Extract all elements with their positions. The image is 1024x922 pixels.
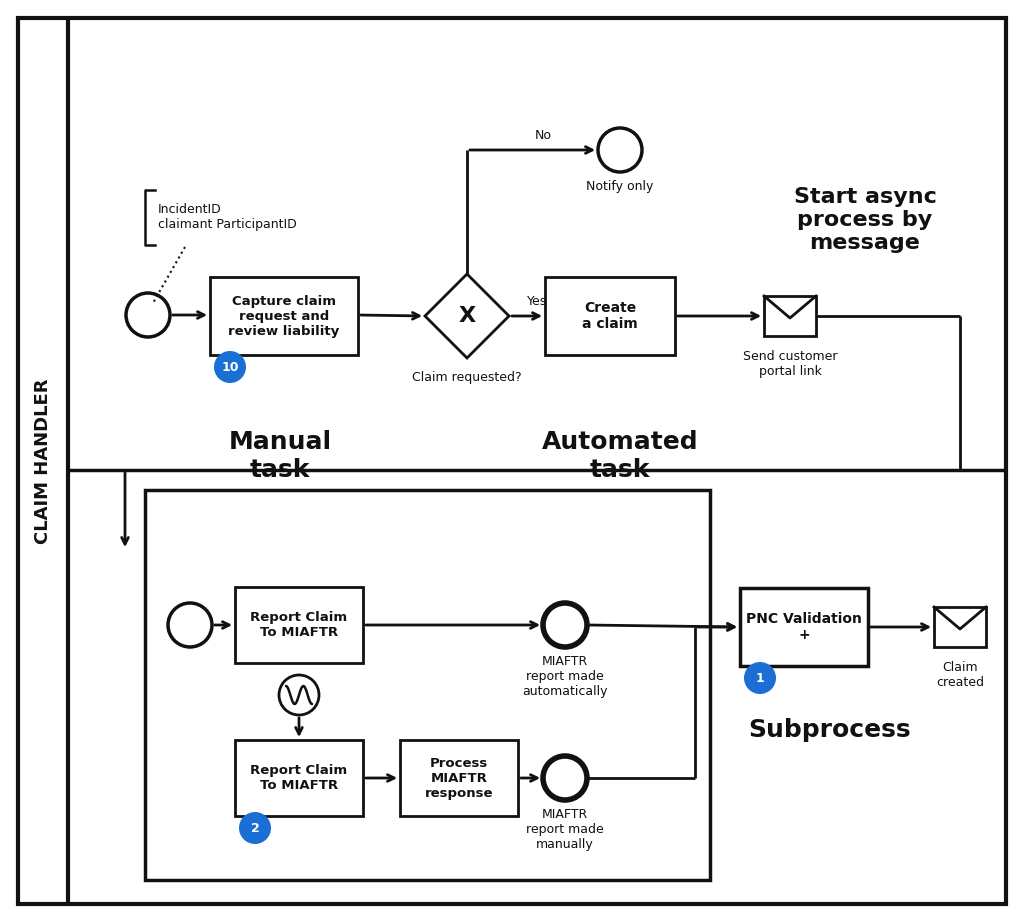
- Text: No: No: [535, 129, 552, 142]
- Circle shape: [543, 756, 587, 800]
- Text: Automated
task: Automated task: [542, 430, 698, 482]
- Text: MIAFTR
report made
automatically: MIAFTR report made automatically: [522, 655, 608, 698]
- Circle shape: [239, 812, 271, 844]
- Circle shape: [543, 603, 587, 647]
- Bar: [210, 277, 358, 355]
- Text: Report Claim
To MIAFTR: Report Claim To MIAFTR: [251, 764, 347, 792]
- Bar: [234, 740, 362, 816]
- Circle shape: [168, 603, 212, 647]
- Bar: [764, 296, 816, 336]
- Text: Manual
task: Manual task: [228, 430, 332, 482]
- Text: Claim
created: Claim created: [936, 661, 984, 689]
- Text: Create
a claim: Create a claim: [582, 301, 638, 331]
- Polygon shape: [425, 274, 509, 358]
- Text: 10: 10: [221, 361, 239, 373]
- Text: IncidentID
claimant ParticipantID: IncidentID claimant ParticipantID: [158, 203, 297, 231]
- Circle shape: [598, 128, 642, 172]
- Text: PNC Validation
+: PNC Validation +: [746, 612, 862, 642]
- Text: Process
MIAFTR
response: Process MIAFTR response: [425, 756, 494, 799]
- Bar: [400, 740, 518, 816]
- Text: 2: 2: [251, 822, 259, 834]
- Text: 1: 1: [756, 671, 764, 684]
- Bar: [145, 490, 710, 880]
- Circle shape: [126, 293, 170, 337]
- Bar: [740, 588, 868, 666]
- Bar: [545, 277, 675, 355]
- Text: Send customer
portal link: Send customer portal link: [742, 350, 838, 378]
- Bar: [934, 607, 986, 647]
- Text: X: X: [459, 306, 475, 326]
- Text: CLAIM HANDLER: CLAIM HANDLER: [34, 378, 52, 544]
- Circle shape: [279, 675, 319, 715]
- Text: Claim requested?: Claim requested?: [413, 371, 522, 384]
- Text: Start async
process by
message: Start async process by message: [794, 187, 936, 254]
- Text: Notify only: Notify only: [587, 180, 653, 193]
- Bar: [234, 587, 362, 663]
- Circle shape: [744, 662, 776, 694]
- Text: MIAFTR
report made
manually: MIAFTR report made manually: [526, 808, 604, 851]
- Text: Capture claim
request and
review liability: Capture claim request and review liabili…: [228, 294, 340, 337]
- Circle shape: [214, 351, 246, 383]
- Text: Subprocess: Subprocess: [749, 718, 911, 742]
- Text: Report Claim
To MIAFTR: Report Claim To MIAFTR: [251, 611, 347, 639]
- Text: Yes: Yes: [527, 295, 547, 308]
